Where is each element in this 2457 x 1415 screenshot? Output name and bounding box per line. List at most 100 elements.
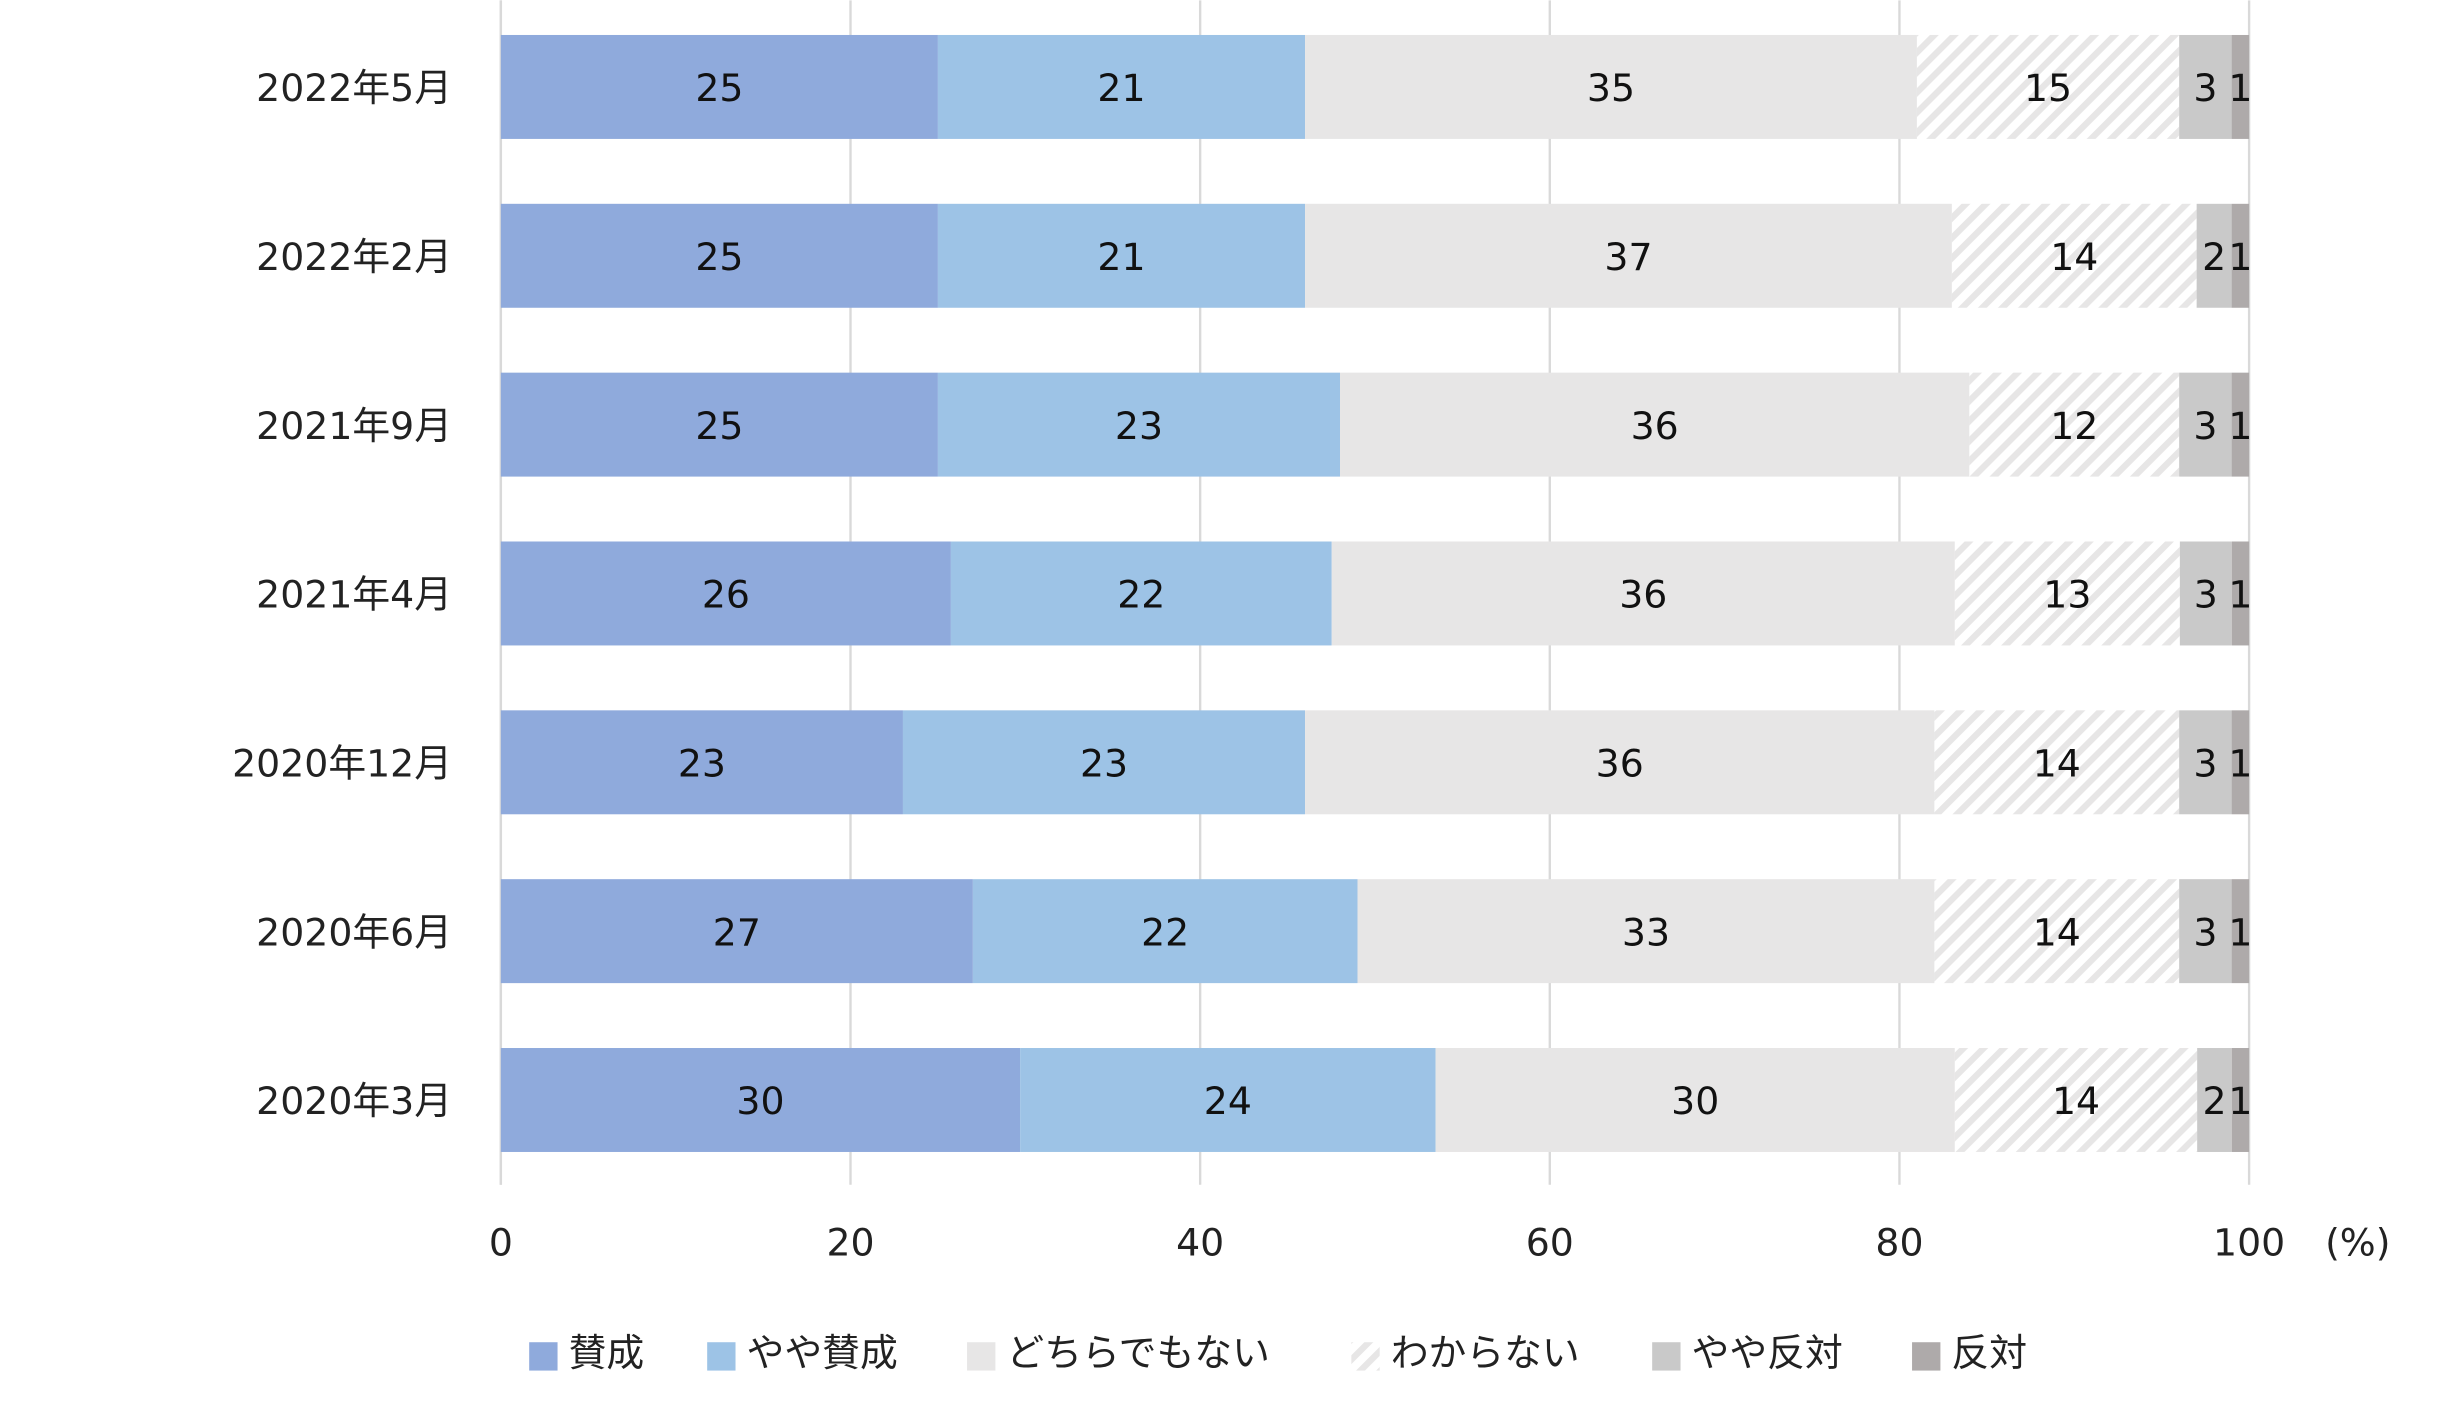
bar-segment xyxy=(500,372,938,477)
bar-segment xyxy=(1331,541,1955,646)
unit-label: (%) xyxy=(2325,1221,2390,1265)
legend-label: どちらでもない xyxy=(1006,1331,1269,1375)
bar-segment xyxy=(1969,372,2180,477)
legend: 賛成 やや賛成 どちらでもない わからない やや反対 反対 xyxy=(529,1331,2027,1375)
bar-segment xyxy=(500,1048,1021,1152)
data-label: 3 xyxy=(2194,573,2218,617)
bar-segment xyxy=(2179,372,2232,477)
legend-swatch xyxy=(967,1342,996,1371)
data-label: 25 xyxy=(695,404,743,448)
legend-label: やや反対 xyxy=(1692,1331,1843,1375)
data-label: 21 xyxy=(1097,66,1145,110)
data-label: 23 xyxy=(1080,741,1128,785)
category-label: 2020年6月 xyxy=(256,910,452,954)
bar-segment xyxy=(2231,541,2250,646)
legend-swatch xyxy=(1351,1342,1380,1371)
data-label: 2 xyxy=(2202,235,2226,279)
bar-segment xyxy=(1340,372,1970,477)
legend-swatch xyxy=(1912,1342,1941,1371)
data-label: 24 xyxy=(1204,1079,1252,1123)
data-label: 1 xyxy=(2228,235,2252,279)
category-label: 2021年4月 xyxy=(256,573,452,617)
data-label: 27 xyxy=(713,910,761,954)
legend-swatch xyxy=(1652,1342,1681,1371)
bar-segment xyxy=(950,541,1332,646)
data-label: 22 xyxy=(1117,573,1165,617)
legend-item: どちらでもない xyxy=(967,1331,1270,1375)
data-label: 35 xyxy=(1587,66,1635,110)
bar-segment xyxy=(2231,1048,2250,1152)
bar-segment xyxy=(2197,1048,2232,1152)
bar-segment xyxy=(2179,879,2232,984)
data-label: 23 xyxy=(678,741,726,785)
data-label: 3 xyxy=(2193,741,2217,785)
bar-segment xyxy=(1934,879,2180,984)
bar-segment xyxy=(2231,34,2250,139)
data-label: 21 xyxy=(1097,235,1145,279)
data-label: 14 xyxy=(2033,741,2081,785)
bar-segment xyxy=(500,541,951,646)
data-label: 3 xyxy=(2193,66,2217,110)
legend-item: 賛成 xyxy=(529,1331,644,1375)
data-label: 25 xyxy=(695,235,743,279)
data-label: 37 xyxy=(1604,235,1652,279)
x-tick-label: 80 xyxy=(1875,1221,1923,1265)
bar-segment xyxy=(500,203,938,308)
data-label: 13 xyxy=(2043,573,2091,617)
data-label: 26 xyxy=(702,573,750,617)
bar-segment xyxy=(2179,34,2232,139)
data-label: 36 xyxy=(1631,404,1679,448)
legend-swatch xyxy=(707,1342,736,1371)
bar-segment xyxy=(1954,541,2180,646)
data-label: 12 xyxy=(2050,404,2098,448)
bar-segment xyxy=(1305,710,1935,815)
bar-segment xyxy=(2179,541,2232,646)
bar-segment xyxy=(2231,203,2250,308)
data-label: 1 xyxy=(2228,910,2252,954)
data-label: 22 xyxy=(1141,910,1189,954)
data-label: 1 xyxy=(2228,1079,2252,1123)
legend-item: やや反対 xyxy=(1652,1331,1843,1375)
data-label: 14 xyxy=(2033,910,2081,954)
bar-segment xyxy=(1435,1048,1955,1152)
data-label: 14 xyxy=(2050,235,2098,279)
category-label: 2021年9月 xyxy=(256,404,452,448)
legend-swatch xyxy=(529,1342,558,1371)
legend-item: 反対 xyxy=(1912,1331,2027,1375)
bar-segment xyxy=(2231,372,2250,477)
data-label: 36 xyxy=(1596,741,1644,785)
x-tick-label: 60 xyxy=(1526,1221,1574,1265)
legend-label: わからない xyxy=(1391,1331,1580,1375)
data-label: 1 xyxy=(2228,66,2252,110)
data-label: 36 xyxy=(1619,573,1667,617)
bars: 25 21 35 15 3 125 21 37 14 2 125 23 36 12 3 126 22 36 13 3 1… xyxy=(500,34,2252,1152)
data-label: 1 xyxy=(2228,573,2252,617)
category-label: 2020年3月 xyxy=(256,1079,452,1123)
data-label: 23 xyxy=(1115,404,1163,448)
bar-segment xyxy=(937,34,1306,139)
category-label: 2020年12月 xyxy=(232,741,452,785)
bar-segment xyxy=(2231,710,2250,815)
data-label: 30 xyxy=(736,1079,784,1123)
legend-item: やや賛成 xyxy=(707,1331,898,1375)
legend-label: 賛成 xyxy=(569,1331,645,1375)
bar-segment xyxy=(2231,879,2250,984)
bar-segment xyxy=(1954,1048,2198,1152)
bar-segment xyxy=(1357,879,1935,984)
x-tick-labels: 0 20 40 60 80 100 xyxy=(489,1221,2285,1265)
data-label: 25 xyxy=(695,66,743,110)
data-label: 3 xyxy=(2193,404,2217,448)
x-tick-label: 0 xyxy=(489,1221,513,1265)
bar-segment xyxy=(937,203,1306,308)
data-label: 1 xyxy=(2228,741,2252,785)
data-label: 1 xyxy=(2228,404,2252,448)
bar-segment xyxy=(902,710,1306,815)
x-tick-label: 40 xyxy=(1176,1221,1224,1265)
data-label: 33 xyxy=(1622,910,1670,954)
bar-segment xyxy=(2179,710,2232,815)
data-label: 3 xyxy=(2193,910,2217,954)
bar-segment xyxy=(1934,710,2180,815)
category-labels: 2022年5月 2022年2月 2021年9月 2021年4月 2020年12月 2020… xyxy=(232,66,452,1123)
x-tick-label: 100 xyxy=(2213,1221,2285,1265)
